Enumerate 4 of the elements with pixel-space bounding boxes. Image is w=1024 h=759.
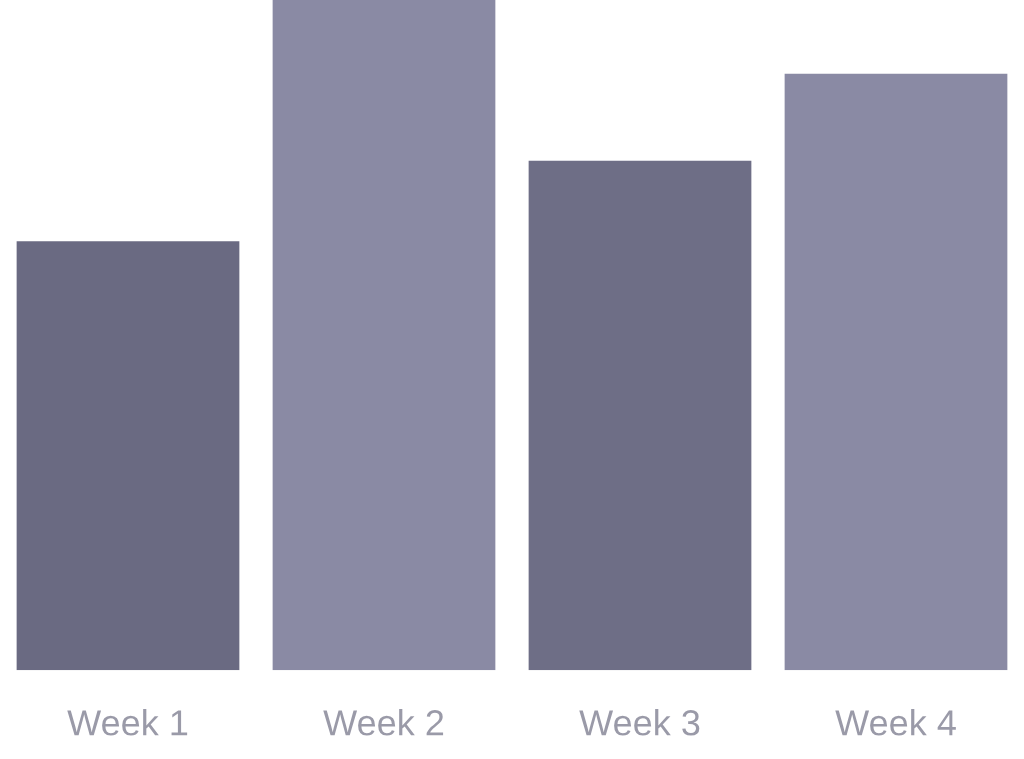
x-tick-label: Week 1	[67, 709, 188, 736]
x-tick-label: Week 3	[579, 709, 700, 736]
x-tick-label: Week 2	[323, 709, 444, 736]
x-tick-label: Week 4	[835, 709, 956, 736]
